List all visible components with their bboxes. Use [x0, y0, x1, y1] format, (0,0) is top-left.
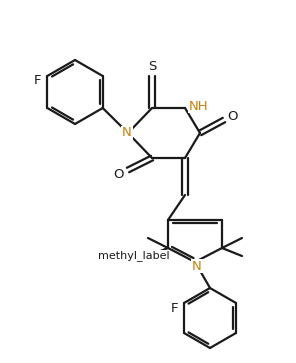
Text: S: S [148, 61, 156, 73]
Text: O: O [114, 168, 124, 182]
Text: N: N [122, 126, 132, 139]
Text: F: F [33, 73, 41, 86]
Text: methyl_label: methyl_label [98, 250, 170, 261]
Text: NH: NH [189, 99, 209, 113]
Text: F: F [170, 302, 178, 314]
Text: O: O [228, 110, 238, 123]
Text: N: N [192, 260, 202, 273]
